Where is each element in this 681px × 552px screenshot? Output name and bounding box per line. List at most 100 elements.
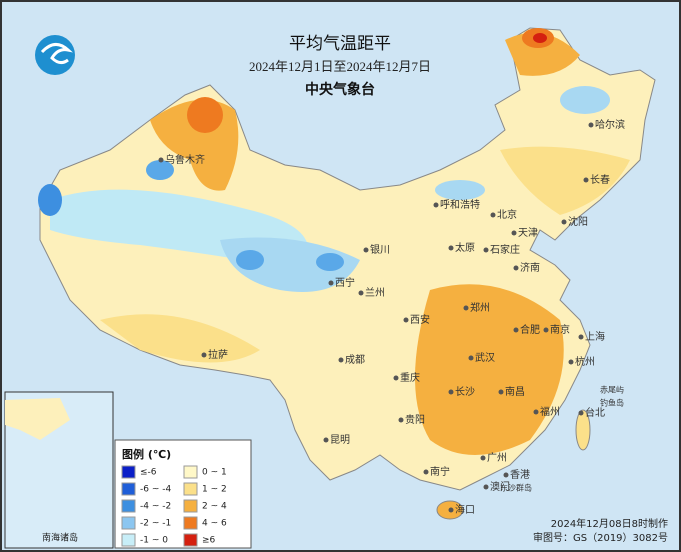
city-label: 沈阳 <box>568 215 588 228</box>
footer-approval: 审图号：GS（2019）3082号 <box>533 531 668 544</box>
city-dot <box>561 219 567 225</box>
city-label: 昆明 <box>330 434 350 446</box>
city-dot <box>423 469 429 475</box>
city-label: 兰州 <box>365 286 385 299</box>
legend-label: -1 ~ 0 <box>140 536 168 546</box>
city-label: 长春 <box>590 174 610 186</box>
city-label: 郑州 <box>470 301 490 314</box>
city-dot <box>578 410 584 416</box>
city-dot <box>433 202 439 208</box>
city-label: 武汉 <box>475 351 495 364</box>
cold-spot <box>146 160 174 180</box>
legend: 图例 (℃) ≤-6 -6 ~ -4 -4 ~ -2 -2 ~ -1 -1 ~ 0 0 ~… <box>114 439 252 549</box>
city-label: 乌鲁木齐 <box>165 153 205 166</box>
cool-area <box>560 86 610 114</box>
logo-mark <box>40 43 73 65</box>
city-label: 上海 <box>585 330 605 343</box>
legend-label: 4 ~ 6 <box>202 519 227 529</box>
date-range: 2024年12月1日至2024年12月7日 <box>249 59 431 74</box>
city-label: 长沙 <box>455 386 475 398</box>
city-dot <box>568 359 574 365</box>
city-dot <box>468 355 474 361</box>
city-dot <box>463 305 469 311</box>
cool-area <box>435 180 485 200</box>
city-label: 太原 <box>455 241 475 254</box>
legend-title: 图例 (℃) <box>122 447 171 461</box>
city-dot <box>323 437 329 443</box>
city-dot <box>158 157 164 163</box>
city-dot <box>513 265 519 271</box>
city-dot <box>578 334 584 340</box>
legend-swatch <box>183 482 198 496</box>
city-dot <box>483 247 489 253</box>
city-label: 杭州 <box>575 355 595 368</box>
city-label: 北京 <box>497 208 517 221</box>
city-dot <box>328 280 334 286</box>
hot-spot <box>533 33 547 43</box>
city-dot <box>338 357 344 363</box>
city-label: 石家庄 <box>490 243 520 256</box>
legend-label: -4 ~ -2 <box>140 502 171 512</box>
inset: 南海诸岛 <box>4 391 114 549</box>
logo <box>35 35 75 75</box>
city-dot <box>480 455 486 461</box>
city-dot <box>448 507 454 513</box>
cold-spot <box>38 184 62 216</box>
island-label: 钓鱼岛 <box>600 398 624 408</box>
city-label: 拉萨 <box>208 348 228 361</box>
legend-label: 0 ~ 1 <box>202 468 227 478</box>
city-dot <box>503 472 509 478</box>
city-label: 贵阳 <box>405 413 425 426</box>
city-dot <box>393 375 399 381</box>
city-label: 澳门 <box>490 480 510 493</box>
inset-land <box>5 398 70 440</box>
inset-label: 南海诸岛 <box>42 532 78 544</box>
city-label: 南昌 <box>505 385 525 398</box>
city-label: 南宁 <box>430 465 450 478</box>
city-label: 合肥 <box>520 323 540 336</box>
legend-swatch <box>121 533 136 547</box>
city-dot <box>490 212 496 218</box>
city-label: 海口 <box>455 503 475 516</box>
agency: 中央气象台 <box>305 81 375 98</box>
legend-label: 2 ~ 4 <box>202 502 227 512</box>
legend-box <box>114 439 252 549</box>
city-dot <box>363 247 369 253</box>
legend-swatch <box>183 516 198 530</box>
city-dot <box>358 290 364 296</box>
city-dot <box>483 484 489 490</box>
title: 平均气温距平 <box>289 34 391 54</box>
city-label: 成都 <box>345 354 365 366</box>
legend-swatch <box>183 465 198 479</box>
city-dot <box>513 327 519 333</box>
legend-label: ≥6 <box>202 536 216 546</box>
city-dot <box>403 317 409 323</box>
legend-label: -2 ~ -1 <box>140 519 171 529</box>
city-label: 银川 <box>370 243 390 256</box>
city-dot <box>398 417 404 423</box>
city-dot <box>583 177 589 183</box>
warm-area <box>505 32 580 76</box>
city-label: 台北 <box>585 406 605 419</box>
legend-swatch <box>121 482 136 496</box>
city-dot <box>498 389 504 395</box>
warm-area <box>500 146 630 215</box>
city-label: 呼和浩特 <box>440 199 480 211</box>
city-label: 西宁 <box>335 276 355 289</box>
legend-swatch <box>121 499 136 513</box>
taiwan <box>575 409 591 451</box>
city-dot <box>543 327 549 333</box>
city-dot <box>533 409 539 415</box>
city-label: 广州 <box>487 452 507 464</box>
city-label: 香港 <box>510 469 530 481</box>
island-label: 东沙群岛 <box>500 483 532 493</box>
cold-spot <box>316 253 344 271</box>
city-dot <box>448 245 454 251</box>
city-label: 哈尔滨 <box>595 118 625 131</box>
legend-swatch <box>183 499 198 513</box>
city-dot <box>511 230 517 236</box>
legend-label: 1 ~ 2 <box>202 485 227 495</box>
warm-area <box>100 314 260 363</box>
